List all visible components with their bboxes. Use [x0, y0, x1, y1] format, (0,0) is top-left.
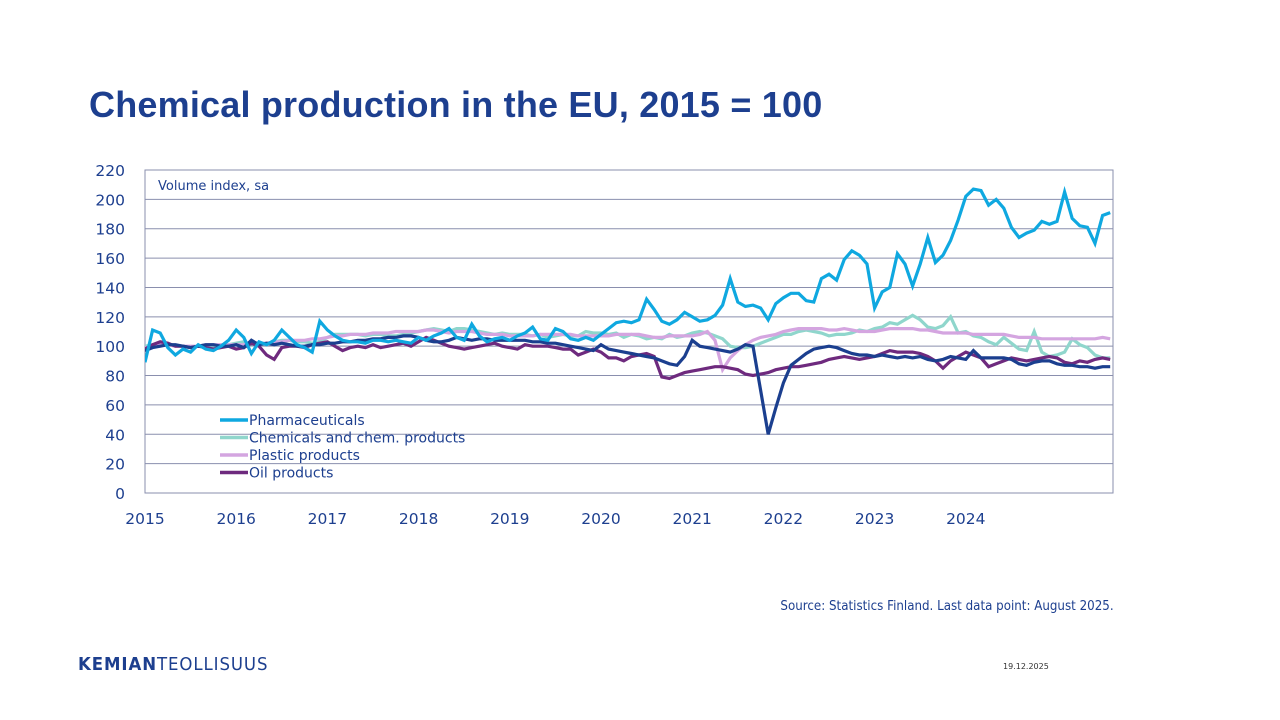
x-tick-label: 2024 — [946, 510, 985, 528]
series-line-plastic-products — [145, 326, 1111, 374]
series-line-unlabeled — [145, 334, 1111, 435]
x-axis: 2015 2016 2017 2018 2019 2020 2021 2022 2023 2024 — [125, 510, 985, 528]
series-line-pharmaceuticals — [145, 185, 1111, 363]
annotation-label: Volume index, sa — [158, 179, 269, 194]
x-tick-label: 2022 — [764, 510, 803, 528]
series-lines — [145, 185, 1111, 435]
legend-label: Chemicals and chem. products — [249, 431, 465, 447]
y-tick-label: 120 — [95, 309, 125, 327]
logo-bold: KEMIAN — [78, 654, 157, 675]
y-tick-label: 220 — [95, 162, 125, 180]
legend: Pharmaceuticals Chemicals and chem. produ… — [220, 413, 465, 482]
x-tick-label: 2019 — [490, 510, 529, 528]
y-tick-label: 160 — [95, 250, 125, 268]
logo: KEMIANTEOLLISUUS — [78, 654, 268, 675]
y-tick-label: 40 — [105, 426, 125, 444]
y-tick-label: 200 — [95, 191, 125, 209]
chart-title: Chemical production in the EU, 2015 = 10… — [89, 84, 823, 125]
legend-label: Oil products — [249, 466, 333, 482]
slide-date: 19.12.2025 — [1003, 662, 1049, 671]
plot-frame — [144, 169, 1114, 494]
x-tick-label: 2021 — [672, 510, 711, 528]
x-tick-label: 2023 — [855, 510, 894, 528]
y-tick-label: 180 — [95, 221, 125, 239]
y-tick-label: 60 — [105, 397, 125, 415]
y-tick-label: 0 — [115, 485, 125, 503]
x-tick-label: 2016 — [216, 510, 255, 528]
y-tick-label: 80 — [105, 368, 125, 386]
x-tick-label: 2017 — [308, 510, 347, 528]
y-tick-label: 140 — [95, 279, 125, 297]
source-note: Source: Statistics Finland. Last data po… — [780, 598, 1114, 614]
legend-label: Plastic products — [249, 448, 360, 464]
logo-light: TEOLLISUUS — [156, 654, 269, 675]
legend-label: Pharmaceuticals — [249, 413, 365, 429]
x-tick-label: 2015 — [125, 510, 164, 528]
x-tick-label: 2018 — [399, 510, 438, 528]
y-tick-label: 100 — [95, 338, 125, 356]
y-axis: 0 20 40 60 80 100 120 140 160 180 200 220 — [95, 162, 125, 503]
x-tick-label: 2020 — [581, 510, 620, 528]
y-tick-label: 20 — [105, 456, 125, 474]
